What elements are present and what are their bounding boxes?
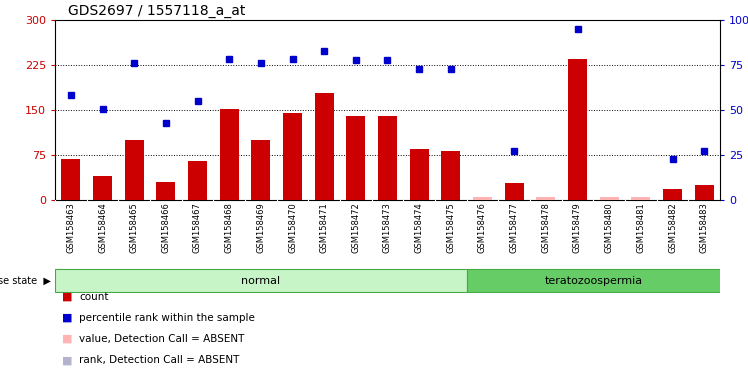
Bar [283, 113, 302, 200]
Text: normal: normal [242, 275, 280, 285]
Bar [315, 93, 334, 200]
Bar [467, 269, 736, 292]
Bar [536, 197, 555, 200]
Bar [156, 182, 175, 200]
Text: ■: ■ [63, 334, 73, 344]
Text: GSM158471: GSM158471 [319, 202, 328, 253]
Text: GSM158463: GSM158463 [67, 202, 76, 253]
Bar [695, 185, 714, 200]
Text: ■: ■ [63, 313, 73, 323]
Bar [505, 183, 524, 200]
Bar [473, 197, 492, 200]
Text: GSM158469: GSM158469 [257, 202, 266, 253]
Text: GSM158470: GSM158470 [288, 202, 297, 253]
Text: GSM158464: GSM158464 [98, 202, 107, 253]
Text: GSM158478: GSM158478 [542, 202, 551, 253]
Bar [61, 159, 80, 200]
Text: GSM158465: GSM158465 [129, 202, 138, 253]
Text: ■: ■ [63, 355, 73, 365]
Text: GSM158473: GSM158473 [383, 202, 392, 253]
Bar [93, 176, 112, 200]
Bar [378, 116, 397, 200]
Bar [631, 197, 650, 200]
Text: GSM158483: GSM158483 [699, 202, 708, 253]
Bar [55, 269, 467, 292]
Bar [346, 116, 365, 200]
Text: ■: ■ [63, 292, 73, 302]
Bar [125, 140, 144, 200]
Text: GSM158467: GSM158467 [193, 202, 202, 253]
Bar [441, 151, 460, 200]
Text: GSM158468: GSM158468 [224, 202, 233, 253]
Bar [600, 197, 619, 200]
Text: GSM158482: GSM158482 [668, 202, 677, 253]
Text: GSM158472: GSM158472 [352, 202, 361, 253]
Text: GSM158477: GSM158477 [509, 202, 518, 253]
Text: percentile rank within the sample: percentile rank within the sample [79, 313, 255, 323]
Text: GSM158476: GSM158476 [478, 202, 487, 253]
Bar [220, 109, 239, 200]
Bar [188, 161, 207, 200]
Text: GSM158475: GSM158475 [447, 202, 456, 253]
Text: teratozoospermia: teratozoospermia [545, 275, 643, 285]
Text: GSM158474: GSM158474 [414, 202, 423, 253]
Text: GSM158481: GSM158481 [637, 202, 646, 253]
Text: value, Detection Call = ABSENT: value, Detection Call = ABSENT [79, 334, 245, 344]
Bar [663, 189, 682, 200]
Text: disease state  ▶: disease state ▶ [0, 275, 52, 285]
Text: rank, Detection Call = ABSENT: rank, Detection Call = ABSENT [79, 355, 239, 365]
Bar [251, 140, 270, 200]
Text: GSM158480: GSM158480 [604, 202, 613, 253]
Text: GSM158479: GSM158479 [573, 202, 582, 253]
Bar [568, 59, 587, 200]
Text: GDS2697 / 1557118_a_at: GDS2697 / 1557118_a_at [68, 3, 245, 18]
Text: count: count [79, 292, 108, 302]
Bar [410, 149, 429, 200]
Text: GSM158466: GSM158466 [162, 202, 171, 253]
